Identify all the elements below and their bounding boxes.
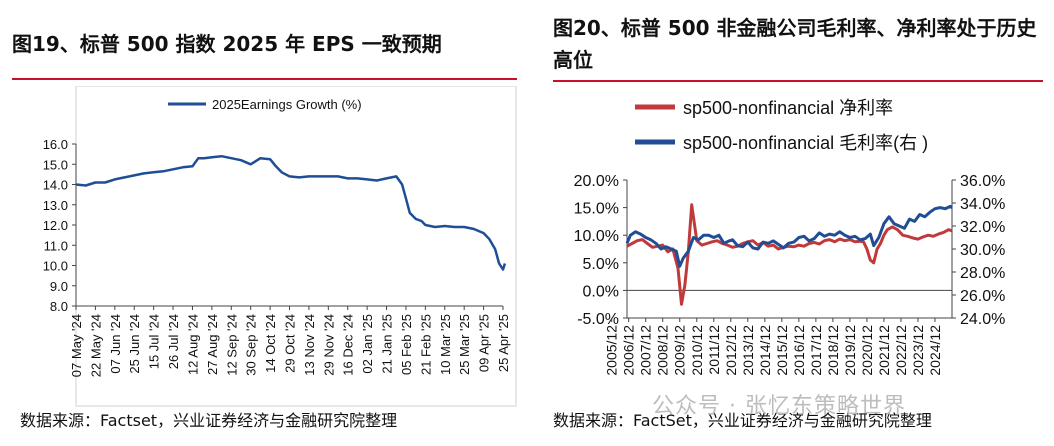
- y2-tick-label: 26.0%: [960, 288, 1005, 305]
- x-tick-label: 2020/12: [859, 325, 875, 376]
- y-tick-label: 0.0%: [583, 283, 619, 300]
- plot-frame: [75, 86, 517, 407]
- margin-chart: 20.0% 15.0% 10.0% 5.0% 0.0% -5.0% 36.0% 34.0% 32…: [574, 98, 1006, 376]
- y-tick-label: -5.0%: [577, 311, 619, 328]
- y-tick-label: 5.0%: [583, 256, 619, 273]
- x-tick-label: 02 Jan '25: [360, 314, 375, 374]
- y2-tick-label: 24.0%: [960, 311, 1005, 328]
- x-tick-label: 22 May '24: [88, 314, 103, 377]
- y-tick-label: 13.0: [43, 198, 68, 213]
- y-tick-label: 11.0: [44, 238, 68, 253]
- x-tick-label: 2024/12: [927, 325, 943, 376]
- y2-tick-label: 32.0%: [960, 219, 1005, 236]
- eps-consensus-chart: 16.0 15.0 14.0 13.0 12.0 11.0 10.0 9.0 8.007 May…: [43, 86, 517, 407]
- x-tick-label: 13 Nov '24: [302, 314, 317, 376]
- x-tick-label: 12 Aug '24: [185, 314, 200, 375]
- x-tick-label: 2011/12: [706, 325, 722, 375]
- x-tick-label: 2021/12: [876, 325, 892, 376]
- figure-20-panel: 图20、标普 500 非金融公司毛利率、净利率处于历史高位 20.0% 15.0%…: [527, 0, 1054, 446]
- x-tick-label: 05 Feb '25: [399, 314, 414, 375]
- title-underline: [553, 80, 1043, 82]
- x-tick-label: 14 Oct '24: [263, 314, 278, 373]
- x-tick-label: 2015/12: [774, 325, 790, 376]
- x-tick-label: 25 Apr '25: [496, 314, 511, 372]
- y-tick-label: 15.0%: [574, 201, 619, 218]
- eps-growth-series-line: [75, 154, 507, 271]
- x-tick-label: 29 Oct '24: [283, 314, 298, 373]
- legend-label: sp500-nonfinancial 毛利率(右 ): [683, 133, 928, 153]
- x-tick-label: 2005/12: [604, 325, 620, 376]
- x-tick-label: 2010/12: [689, 325, 705, 376]
- legend-label: 2025Earnings Growth (%): [212, 97, 362, 112]
- x-tick-label: 21 Feb '25: [418, 314, 433, 375]
- x-tick-label: 2022/12: [893, 325, 909, 376]
- x-tick-label: 2018/12: [825, 325, 841, 376]
- x-tick-label: 07 May '24: [69, 314, 84, 377]
- x-tick-label: 27 Aug '24: [205, 314, 220, 375]
- x-tick-label: 16 Dec '24: [341, 314, 356, 376]
- figure-19-source: 数据来源：Factset，兴业证券经济与金融研究院整理: [20, 411, 398, 430]
- x-tick-label: 30 Sep '24: [244, 314, 259, 376]
- figure-19-title: 图19、标普 500 指数 2025 年 EPS 一致预期: [12, 32, 442, 56]
- figure-20-source: 数据来源：FactSet，兴业证券经济与金融研究院整理: [553, 411, 932, 430]
- net-margin-series-line: [626, 203, 953, 306]
- figure-19-panel: 图19、标普 500 指数 2025 年 EPS 一致预期 16.0 15.0 14…: [12, 32, 517, 430]
- x-tick-label: 10 Mar '25: [438, 314, 453, 375]
- x-tick-label: 2013/12: [740, 325, 756, 376]
- x-tick-label: 2008/12: [655, 325, 671, 376]
- title-underline: [12, 78, 517, 80]
- x-tick-label: 2016/12: [791, 325, 807, 376]
- x-tick-label: 09 Apr '25: [477, 314, 492, 372]
- x-tick-label: 21 Jan '25: [380, 314, 395, 374]
- x-tick-label: 2014/12: [757, 325, 773, 376]
- y-tick-label: 10.0%: [574, 228, 619, 245]
- y2-tick-label: 30.0%: [960, 242, 1005, 259]
- x-tick-label: 29 Nov '24: [321, 314, 336, 376]
- x-tick-label: 2012/12: [723, 325, 739, 376]
- y-tick-label: 16.0: [43, 137, 68, 152]
- y-tick-label: 20.0%: [574, 173, 619, 190]
- y-tick-label: 8.0: [50, 299, 68, 314]
- y-tick-label: 12.0: [43, 218, 68, 233]
- y-tick-label: 9.0: [50, 279, 68, 294]
- x-tick-label: 2023/12: [910, 325, 926, 376]
- x-tick-label: 2009/12: [672, 325, 688, 376]
- x-tick-label: 25 Mar '25: [457, 314, 472, 375]
- y-tick-label: 15.0: [43, 157, 68, 172]
- legend-label: sp500-nonfinancial 净利率: [683, 98, 893, 118]
- x-tick-label: 07 Jun '24: [108, 314, 123, 374]
- y-tick-label: 10.0: [43, 259, 68, 274]
- y2-tick-label: 36.0%: [960, 173, 1005, 190]
- y-tick-label: 14.0: [43, 178, 68, 193]
- y2-tick-label: 34.0%: [960, 196, 1005, 213]
- x-tick-label: 2019/12: [842, 325, 858, 376]
- gross-margin-series-line: [625, 204, 953, 268]
- x-tick-label: 2007/12: [638, 325, 654, 376]
- watermark-text: 公众号 · 张忆东策略世界: [652, 394, 906, 419]
- x-tick-label: 25 Jun '24: [127, 314, 142, 374]
- y2-tick-label: 28.0%: [960, 265, 1005, 282]
- x-tick-label: 15 Jul '24: [147, 314, 162, 369]
- x-tick-label: 12 Sep '24: [224, 314, 239, 376]
- x-tick-label: 26 Jul '24: [166, 314, 181, 369]
- figure-20-title: 图20、标普 500 非金融公司毛利率、净利率处于历史高位: [553, 16, 1037, 72]
- x-tick-label: 2006/12: [621, 325, 637, 376]
- x-tick-label: 2017/12: [808, 325, 824, 376]
